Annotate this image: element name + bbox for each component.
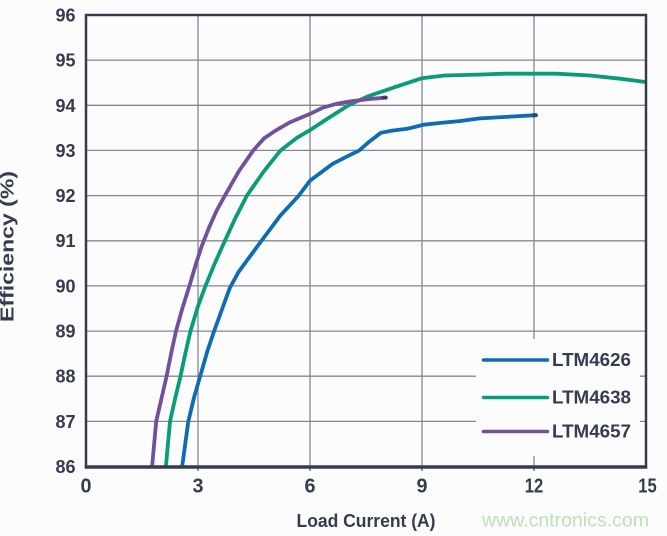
svg-text:96: 96 — [55, 6, 75, 26]
svg-text:15: 15 — [638, 475, 657, 498]
svg-text:86: 86 — [55, 457, 75, 477]
svg-text:www.cntronics.com: www.cntronics.com — [481, 511, 649, 532]
svg-text:88: 88 — [55, 367, 75, 387]
svg-text:Efficiency (%): Efficiency (%) — [0, 171, 18, 322]
svg-text:91: 91 — [55, 231, 75, 251]
svg-text:6: 6 — [305, 475, 316, 498]
svg-text:3: 3 — [193, 475, 204, 498]
svg-text:Load Current (A): Load Current (A) — [297, 511, 436, 531]
svg-text:LTM4657: LTM4657 — [552, 422, 631, 442]
svg-text:93: 93 — [55, 141, 75, 161]
svg-text:9: 9 — [417, 475, 428, 498]
svg-text:LTM4626: LTM4626 — [552, 350, 631, 370]
svg-text:92: 92 — [55, 186, 75, 206]
svg-text:LTM4638: LTM4638 — [552, 388, 631, 408]
svg-text:12: 12 — [525, 475, 544, 498]
svg-text:87: 87 — [55, 412, 75, 432]
svg-text:95: 95 — [55, 51, 75, 71]
svg-text:89: 89 — [55, 322, 75, 342]
svg-text:90: 90 — [55, 276, 75, 296]
svg-text:0: 0 — [81, 475, 92, 498]
svg-text:94: 94 — [55, 96, 75, 116]
